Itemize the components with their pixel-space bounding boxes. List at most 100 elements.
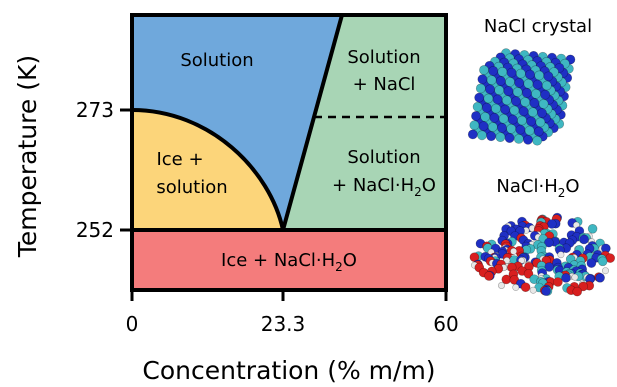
x-tick-label-60: 60 <box>433 312 458 336</box>
na-atom <box>506 67 517 78</box>
hydrate-title-tail: O <box>565 176 579 197</box>
nacl-crystal-image <box>467 48 576 146</box>
na-atom <box>471 111 481 121</box>
na-atom <box>514 77 525 88</box>
cl-atom <box>512 87 523 97</box>
liquidus-ice-curve <box>131 108 285 231</box>
phase-regions <box>132 15 446 290</box>
na-atom <box>474 92 485 103</box>
cl-atom <box>475 83 486 94</box>
h-atom <box>529 286 537 294</box>
h-atom <box>510 247 518 255</box>
label-solution: Solution <box>180 50 253 71</box>
label-ice-solution-2: solution <box>156 177 227 198</box>
h-atom <box>601 267 609 275</box>
na-atom <box>504 133 515 143</box>
cl-atom <box>506 123 517 134</box>
h-atom <box>512 283 520 291</box>
h-atom <box>497 281 505 289</box>
o-atom <box>572 286 583 297</box>
hydrate-title-main: NaCl·H <box>496 176 557 197</box>
hydrate-crystal-title: NaCl·H2O <box>496 176 579 200</box>
cl-atom <box>494 85 505 96</box>
cl-atom <box>498 113 509 124</box>
cl-atom <box>513 133 524 144</box>
label-solution-nacl-1: Solution <box>347 47 420 68</box>
na-atom <box>547 219 557 229</box>
na-atom <box>521 88 532 98</box>
na-atom <box>467 129 478 140</box>
label-solution-hydrate-2-tail: O <box>422 175 436 196</box>
label-solution-nacl-2: + NaCl <box>353 74 416 95</box>
label-ice-hydrate-main: Ice + NaCl·H <box>221 250 335 271</box>
cl-atom <box>517 115 527 126</box>
tick-labels: 273 252 0 23.3 60 <box>76 98 459 336</box>
label-solution-hydrate-2-sub: 2 <box>414 185 422 199</box>
liquidus-salt-line <box>281 14 344 231</box>
na-atom <box>526 116 537 127</box>
cl-atom <box>523 78 534 89</box>
region-solution <box>132 15 342 230</box>
na-atom <box>523 134 533 145</box>
y-tick-label-273: 273 <box>76 98 114 122</box>
na-atom <box>485 84 495 95</box>
label-solution-hydrate-2-main: + NaCl·H <box>332 175 414 196</box>
na-atom <box>500 104 511 115</box>
hydrate-title-sub: 2 <box>558 186 566 200</box>
phase-boundaries <box>131 14 446 232</box>
cl-atom <box>541 80 552 91</box>
cl-atom <box>505 77 515 87</box>
na-atom <box>478 121 489 131</box>
na-atom <box>503 86 514 96</box>
plot-frame <box>130 13 448 292</box>
na-atom <box>515 124 526 135</box>
h-atom <box>557 251 565 259</box>
cl-atom <box>535 117 546 128</box>
region-labels: Solution Solution + NaCl Solution + NaCl… <box>156 47 436 274</box>
na-atom <box>518 106 529 117</box>
cl-atom <box>501 95 512 106</box>
na-atom <box>529 98 540 108</box>
na-atom <box>579 234 589 245</box>
cl-atom <box>534 70 545 81</box>
cl-atom <box>483 93 494 104</box>
hydrate-crystal-image <box>469 212 616 297</box>
y-axis-title: Temperature (K) <box>13 55 42 258</box>
h-atom <box>571 273 579 281</box>
label-ice-hydrate-tail: O <box>343 250 357 271</box>
cl-atom <box>486 75 497 85</box>
na-atom <box>561 273 571 283</box>
na-atom <box>495 76 506 86</box>
y-tick-label-252: 252 <box>76 218 114 242</box>
na-atom <box>537 108 547 118</box>
cl-atom <box>480 112 491 122</box>
na-atom <box>533 126 544 137</box>
na-atom <box>507 114 518 125</box>
na-atom <box>481 102 492 113</box>
o-atom <box>553 277 563 287</box>
na-atom <box>486 131 497 142</box>
region-solution-hydrate <box>283 117 446 230</box>
cl-atom <box>532 135 543 146</box>
region-ice-hydrate <box>132 230 446 290</box>
na-atom <box>488 66 499 76</box>
x-tick-label-23-3: 23.3 <box>261 312 306 336</box>
region-ice-solution <box>132 110 283 230</box>
nacl-crystal-title: NaCl crystal <box>484 16 592 37</box>
label-ice-hydrate-sub: 2 <box>335 260 343 274</box>
cl-atom <box>587 224 598 234</box>
na-atom <box>477 74 488 85</box>
na-atom <box>492 94 503 105</box>
x-axis-title: Concentration (% m/m) <box>142 356 435 385</box>
cl-atom <box>495 132 506 142</box>
cl-atom <box>597 256 608 267</box>
na-atom <box>595 272 605 283</box>
na-atom <box>532 79 543 90</box>
cl-atom <box>469 120 480 131</box>
na-atom <box>541 286 551 296</box>
region-solution-nacl <box>314 15 446 117</box>
cl-atom <box>472 101 483 112</box>
cl-atom <box>477 130 487 141</box>
na-atom <box>543 71 554 82</box>
